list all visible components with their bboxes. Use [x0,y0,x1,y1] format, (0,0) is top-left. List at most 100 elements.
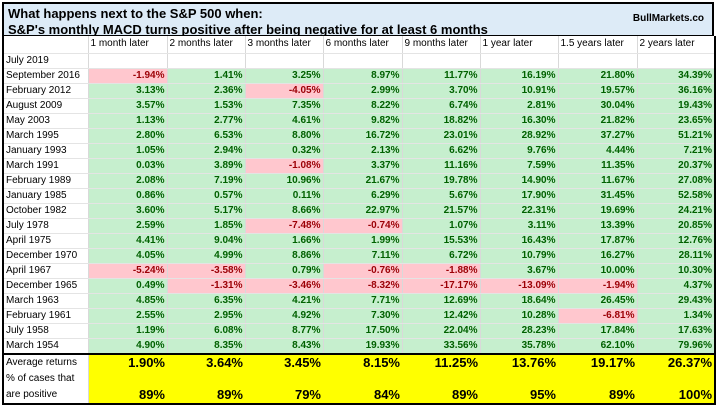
positive-cases-value[interactable]: 89% [167,386,245,405]
average-return-value[interactable]: 26.37% [637,352,716,372]
negative-return-cell[interactable]: -1.94% [558,278,638,294]
negative-return-cell[interactable]: -3.46% [245,278,324,294]
positive-return-cell[interactable]: 4.37% [637,278,716,294]
positive-return-cell[interactable]: 3.60% [88,203,168,219]
empty-cell[interactable] [558,53,638,69]
positive-return-cell[interactable]: 7.11% [323,248,403,264]
positive-return-cell[interactable]: 8.43% [245,338,324,354]
positive-return-cell[interactable]: 11.35% [558,158,638,174]
header-corner-cell[interactable] [2,36,89,54]
positive-return-cell[interactable]: 6.08% [167,323,246,339]
negative-return-cell[interactable]: -6.81% [558,308,638,324]
positive-return-cell[interactable]: 36.16% [637,83,716,99]
positive-return-cell[interactable]: 33.56% [402,338,481,354]
average-return-value[interactable]: 13.76% [480,352,558,372]
positive-return-cell[interactable]: 2.36% [167,83,246,99]
negative-return-cell[interactable]: -0.74% [323,218,403,234]
positive-return-cell[interactable]: 1.66% [245,233,324,249]
column-header[interactable]: 3 months later [245,36,324,54]
positive-return-cell[interactable]: 0.86% [88,188,168,204]
positive-return-cell[interactable]: 17.63% [637,323,716,339]
positive-return-cell[interactable]: 79.96% [637,338,716,354]
column-header[interactable]: 2 years later [637,36,716,54]
positive-return-cell[interactable]: 20.37% [637,158,716,174]
positive-return-cell[interactable]: 6.72% [402,248,481,264]
positive-return-cell[interactable]: 11.67% [558,173,638,189]
positive-return-cell[interactable]: 2.94% [167,143,246,159]
summary-empty-cell[interactable] [167,371,245,387]
positive-return-cell[interactable]: 2.77% [167,113,246,129]
column-header[interactable]: 1.5 years later [558,36,638,54]
empty-cell[interactable] [167,53,246,69]
positive-return-cell[interactable]: 4.92% [245,308,324,324]
positive-return-cell[interactable]: 16.72% [323,128,403,144]
positive-return-cell[interactable]: 62.10% [558,338,638,354]
positive-return-cell[interactable]: 8.22% [323,98,403,114]
positive-return-cell[interactable]: 11.16% [402,158,481,174]
positive-return-cell[interactable]: 2.99% [323,83,403,99]
average-return-value[interactable]: 1.90% [88,352,167,372]
empty-cell[interactable] [245,53,324,69]
positive-return-cell[interactable]: 17.50% [323,323,403,339]
positive-return-cell[interactable]: 10.79% [480,248,559,264]
summary-empty-cell[interactable] [402,371,480,387]
positive-return-cell[interactable]: 19.69% [558,203,638,219]
negative-return-cell[interactable]: -3.58% [167,263,246,279]
positive-return-cell[interactable]: 6.29% [323,188,403,204]
positive-return-cell[interactable]: 21.57% [402,203,481,219]
positive-return-cell[interactable]: 35.78% [480,338,559,354]
average-returns-label[interactable]: Average returns [2,352,89,372]
positive-return-cell[interactable]: 10.91% [480,83,559,99]
average-return-value[interactable]: 19.17% [558,352,637,372]
row-date-label[interactable]: April 1975 [2,233,89,249]
positive-return-cell[interactable]: 4.85% [88,293,168,309]
row-date-label[interactable]: March 1991 [2,158,89,174]
positive-return-cell[interactable]: 15.53% [402,233,481,249]
positive-return-cell[interactable]: 3.13% [88,83,168,99]
positive-return-cell[interactable]: 2.55% [88,308,168,324]
row-date-label[interactable]: February 1989 [2,173,89,189]
positive-return-cell[interactable]: 18.82% [402,113,481,129]
positive-return-cell[interactable]: 22.04% [402,323,481,339]
positive-return-cell[interactable]: 1.99% [323,233,403,249]
positive-return-cell[interactable]: 5.17% [167,203,246,219]
positive-cases-label-line1[interactable]: % of cases that [2,371,89,387]
row-date-label[interactable]: May 2003 [2,113,89,129]
positive-return-cell[interactable]: 4.99% [167,248,246,264]
positive-return-cell[interactable]: 18.64% [480,293,559,309]
positive-return-cell[interactable]: 17.84% [558,323,638,339]
average-return-value[interactable]: 3.45% [245,352,323,372]
positive-return-cell[interactable]: 3.37% [323,158,403,174]
positive-return-cell[interactable]: 22.31% [480,203,559,219]
row-date-label[interactable]: March 1954 [2,338,89,354]
positive-return-cell[interactable]: 34.39% [637,68,716,84]
positive-return-cell[interactable]: 6.62% [402,143,481,159]
positive-cases-value[interactable]: 89% [402,386,480,405]
positive-return-cell[interactable]: 28.11% [637,248,716,264]
row-date-label[interactable]: July 1978 [2,218,89,234]
positive-cases-value[interactable]: 100% [637,386,716,405]
summary-empty-cell[interactable] [323,371,402,387]
positive-return-cell[interactable]: 17.90% [480,188,559,204]
positive-return-cell[interactable]: 7.71% [323,293,403,309]
positive-return-cell[interactable]: 1.13% [88,113,168,129]
row-date-label[interactable]: April 1967 [2,263,89,279]
row-date-label[interactable]: September 2016 [2,68,89,84]
positive-return-cell[interactable]: 3.11% [480,218,559,234]
positive-return-cell[interactable]: 10.28% [480,308,559,324]
row-date-label[interactable]: February 2012 [2,83,89,99]
positive-return-cell[interactable]: 12.76% [637,233,716,249]
positive-return-cell[interactable]: 1.19% [88,323,168,339]
positive-return-cell[interactable]: 8.35% [167,338,246,354]
positive-return-cell[interactable]: 28.23% [480,323,559,339]
positive-return-cell[interactable]: 28.92% [480,128,559,144]
positive-return-cell[interactable]: 0.49% [88,278,168,294]
positive-return-cell[interactable]: 7.30% [323,308,403,324]
positive-return-cell[interactable]: 12.69% [402,293,481,309]
positive-return-cell[interactable]: 4.21% [245,293,324,309]
negative-return-cell[interactable]: -1.94% [88,68,168,84]
positive-return-cell[interactable]: 0.03% [88,158,168,174]
row-date-label[interactable]: March 1995 [2,128,89,144]
empty-cell[interactable] [402,53,481,69]
positive-return-cell[interactable]: 1.07% [402,218,481,234]
